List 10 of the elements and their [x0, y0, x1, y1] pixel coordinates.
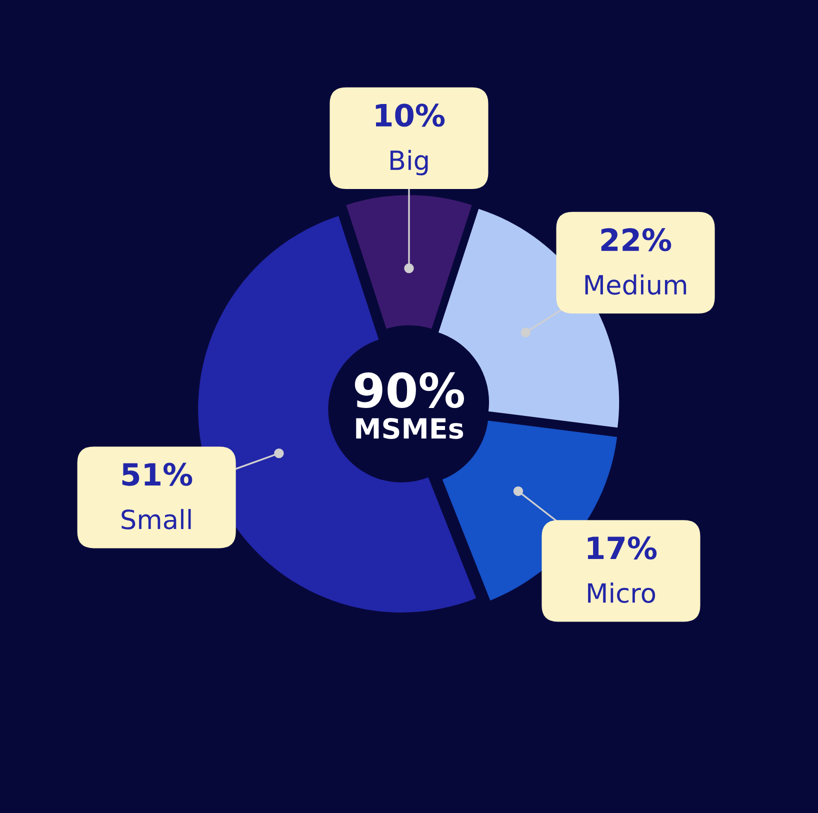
slice-label: Micro [588, 582, 656, 603]
text: MSMEs [356, 418, 464, 439]
data-label: 17% [588, 536, 657, 560]
slice-label: Small [122, 509, 191, 530]
slice-label: Medium [585, 274, 686, 295]
data-label: 10% [376, 104, 445, 127]
data-label: 51% [122, 462, 192, 486]
slice-label: Big [390, 150, 428, 176]
data-label: 22% [601, 228, 672, 252]
text: 90% [354, 372, 464, 408]
